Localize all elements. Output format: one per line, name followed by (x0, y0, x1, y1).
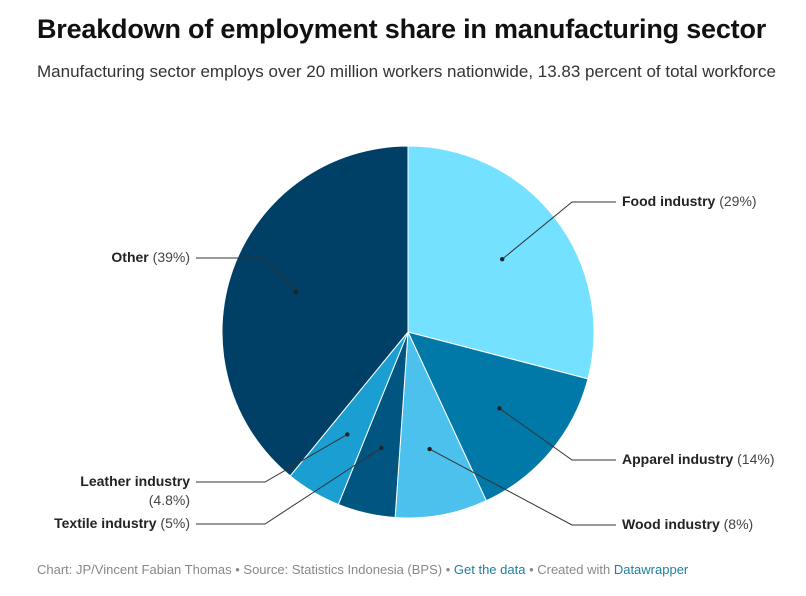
leader-dot-other (293, 289, 299, 295)
slice-label-name: Leather industry (80, 473, 190, 489)
slice-label-name: Textile industry (54, 515, 157, 531)
pie-slice-food-industry (407, 145, 595, 380)
leader-line-apparel-industry (499, 407, 616, 461)
chart-footer: Chart: JP/Vincent Fabian Thomas • Source… (37, 562, 688, 577)
leader-line-leather-industry (196, 433, 348, 483)
slice-label-percent: (5%) (157, 515, 190, 531)
slice-label-name: Wood industry (622, 516, 720, 532)
footer-separator: • (231, 562, 244, 577)
slice-label-textile-industry: Textile industry (5%) (54, 515, 190, 531)
slice-label-other: Other (39%) (111, 249, 190, 265)
slice-label-percent: (14%) (733, 451, 774, 467)
leader-dot-apparel-industry (497, 406, 502, 411)
slice-label-name: Apparel industry (622, 451, 733, 467)
leader-line-food-industry (501, 201, 616, 260)
slice-label-wood-industry: Wood industry (8%) (622, 516, 753, 532)
leader-line-wood-industry (429, 448, 616, 526)
slice-label-name: Food industry (622, 193, 716, 209)
slice-label-percent: (8%) (720, 516, 753, 532)
slice-label-percent: (4.8%) (149, 492, 190, 508)
slice-label-food-industry: Food industry (29%) (622, 193, 757, 209)
pie-slice-apparel-industry (407, 331, 589, 502)
footer-credit: Chart: JP/Vincent Fabian Thomas (37, 562, 232, 577)
leader-line-textile-industry (196, 447, 382, 525)
pie-slice-wood-industry (394, 331, 487, 519)
slice-label-percent: (39%) (149, 249, 190, 265)
leader-dot-textile-industry (379, 445, 384, 451)
slice-label-percent: (29%) (715, 193, 756, 209)
pie-slice-other (221, 145, 409, 477)
footer-source: Source: Statistics Indonesia (BPS) (243, 562, 443, 577)
datawrapper-link[interactable]: Datawrapper (613, 562, 689, 577)
get-the-data-link[interactable]: Get the data (453, 562, 526, 577)
leader-dot-food-industry (499, 257, 505, 262)
slice-label-name: Other (111, 249, 149, 265)
leader-dot-wood-industry (427, 446, 432, 452)
chart-subtitle: Manufacturing sector employs over 20 mil… (37, 62, 776, 81)
leader-line-other (196, 257, 297, 293)
leader-dot-leather-industry (345, 432, 350, 437)
footer-created-with: • Created with (525, 562, 614, 577)
slice-label-apparel-industry: Apparel industry (14%) (622, 451, 774, 467)
chart-title: Breakdown of employment share in manufac… (37, 14, 767, 44)
slice-label-leather-industry: Leather industry (80, 473, 190, 489)
footer-separator: • (442, 562, 454, 577)
